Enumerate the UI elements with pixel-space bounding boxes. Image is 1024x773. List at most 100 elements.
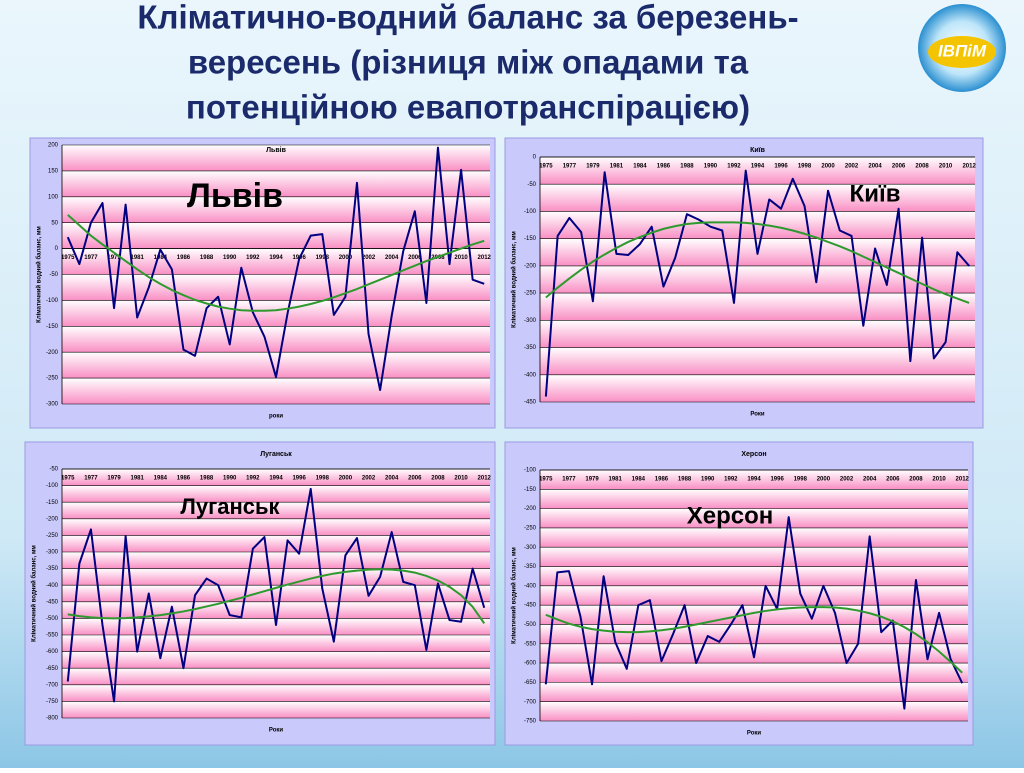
grid-band xyxy=(62,145,490,171)
y-tick-label: 100 xyxy=(48,194,59,200)
y-tick-label: -50 xyxy=(49,272,58,278)
y-axis-label: Кліматичний водний баланс, мм xyxy=(511,231,518,328)
x-tick-label: 2012 xyxy=(478,476,492,482)
data-line xyxy=(66,146,485,392)
y-tick-label: -150 xyxy=(524,487,537,493)
x-axis-label: Роки xyxy=(269,728,284,734)
x-tick-label: 1990 xyxy=(701,477,715,483)
x-tick-label: 2002 xyxy=(362,255,376,261)
grid-band xyxy=(62,170,490,197)
data-line xyxy=(66,487,486,703)
grid-band xyxy=(540,293,975,321)
chart: -750 -700 -650 -600 -550 -500 -450 -400 -350 -300… xyxy=(504,441,974,746)
grid-band xyxy=(540,157,975,185)
grid-band xyxy=(62,552,490,569)
y-tick-label: -600 xyxy=(524,661,537,667)
grid-band xyxy=(540,547,968,567)
x-tick-label: 2006 xyxy=(892,164,906,170)
y-tick-label: -700 xyxy=(524,699,537,705)
x-tick-label: 2002 xyxy=(362,476,376,482)
x-tick-label: 2006 xyxy=(408,476,422,482)
y-tick-label: -100 xyxy=(46,483,59,489)
grid-band xyxy=(62,668,490,685)
grid-band xyxy=(540,265,975,294)
x-tick-label: 1998 xyxy=(316,255,330,261)
x-tick-label: 1986 xyxy=(657,164,671,170)
x-tick-label: 1988 xyxy=(678,477,692,483)
y-tick-label: 0 xyxy=(533,155,537,161)
grid-band xyxy=(62,196,490,223)
x-tick-label: 1992 xyxy=(724,477,738,483)
chart-title: Луганськ xyxy=(260,451,292,458)
grid-band xyxy=(62,635,490,652)
x-tick-label: 2000 xyxy=(817,477,831,483)
x-tick-label: 2000 xyxy=(339,255,353,261)
y-tick-label: -650 xyxy=(46,666,59,672)
x-tick-label: 2006 xyxy=(408,255,422,261)
grid-band xyxy=(540,682,968,702)
grid-band xyxy=(540,320,975,348)
y-tick-label: -100 xyxy=(524,209,537,215)
x-tick-label: 1998 xyxy=(794,477,808,483)
chart-label: Луганськ xyxy=(180,494,280,519)
y-axis-label: Кліматичний водний баланс, мм xyxy=(31,545,38,642)
y-tick-label: -200 xyxy=(46,350,59,356)
x-tick-label: 2012 xyxy=(962,164,976,170)
y-tick-label: -350 xyxy=(524,345,537,351)
x-tick-label: 1992 xyxy=(727,164,741,170)
x-tick-label: 1977 xyxy=(563,164,577,170)
x-tick-label: 1977 xyxy=(84,255,98,261)
grid-band xyxy=(540,663,968,683)
x-tick-label: 1994 xyxy=(269,476,283,482)
y-tick-label: -650 xyxy=(524,680,537,686)
y-tick-label: -450 xyxy=(524,603,537,609)
y-tick-label: -450 xyxy=(46,599,59,605)
x-tick-label: 1990 xyxy=(223,255,237,261)
x-tick-label: 2004 xyxy=(385,255,399,261)
slide-title: Кліматично-водний баланс за березень- xyxy=(137,0,798,36)
grid-band xyxy=(62,300,490,327)
x-tick-label: 1981 xyxy=(610,164,624,170)
x-tick-label: 2002 xyxy=(845,164,859,170)
y-tick-label: -400 xyxy=(524,372,537,378)
y-tick-label: -300 xyxy=(524,545,537,551)
y-tick-label: -250 xyxy=(524,291,537,297)
y-tick-label: -50 xyxy=(49,467,58,473)
chart-title: Київ xyxy=(750,147,766,154)
chart-label: Львів xyxy=(187,177,283,215)
x-tick-label: 1981 xyxy=(131,255,145,261)
grid-band xyxy=(62,684,490,702)
x-tick-label: 1994 xyxy=(747,477,761,483)
grid-band xyxy=(62,378,490,404)
x-tick-label: 1975 xyxy=(61,476,75,482)
grid-band xyxy=(62,469,490,486)
y-tick-label: -50 xyxy=(527,182,536,188)
grid-band xyxy=(540,374,975,402)
x-tick-label: 2012 xyxy=(478,255,492,261)
y-tick-label: -100 xyxy=(524,468,537,474)
grid-band xyxy=(540,489,968,509)
y-tick-label: -550 xyxy=(46,633,59,639)
chart: -450 -400 -350 -300 -250 -200 -150 -100 -50 01975… xyxy=(504,137,984,429)
grid-band xyxy=(62,502,490,519)
x-tick-label: 2000 xyxy=(339,476,353,482)
x-tick-label: 1984 xyxy=(632,477,646,483)
x-tick-label: 1984 xyxy=(633,164,647,170)
y-tick-label: -750 xyxy=(524,719,537,725)
y-tick-label: -700 xyxy=(46,682,59,688)
chart: -300 -250 -200 -150 -100 -50 0 50 100 150 200 1975 1… xyxy=(29,137,496,429)
y-tick-label: -500 xyxy=(46,616,59,622)
y-tick-label: -300 xyxy=(46,550,59,556)
grid-band xyxy=(62,222,490,249)
y-axis-label: Кліматичний водний баланс, мм xyxy=(36,226,43,323)
x-tick-label: 1981 xyxy=(609,477,623,483)
grid-band xyxy=(540,701,968,721)
grid-band xyxy=(62,326,490,353)
x-tick-label: 1986 xyxy=(177,255,191,261)
x-tick-label: 1977 xyxy=(562,477,576,483)
y-tick-label: -450 xyxy=(524,400,537,406)
x-tick-label: 1996 xyxy=(774,164,788,170)
grid-band xyxy=(540,508,968,528)
chart-title: Херсон xyxy=(741,451,766,458)
y-tick-label: -600 xyxy=(46,649,59,655)
